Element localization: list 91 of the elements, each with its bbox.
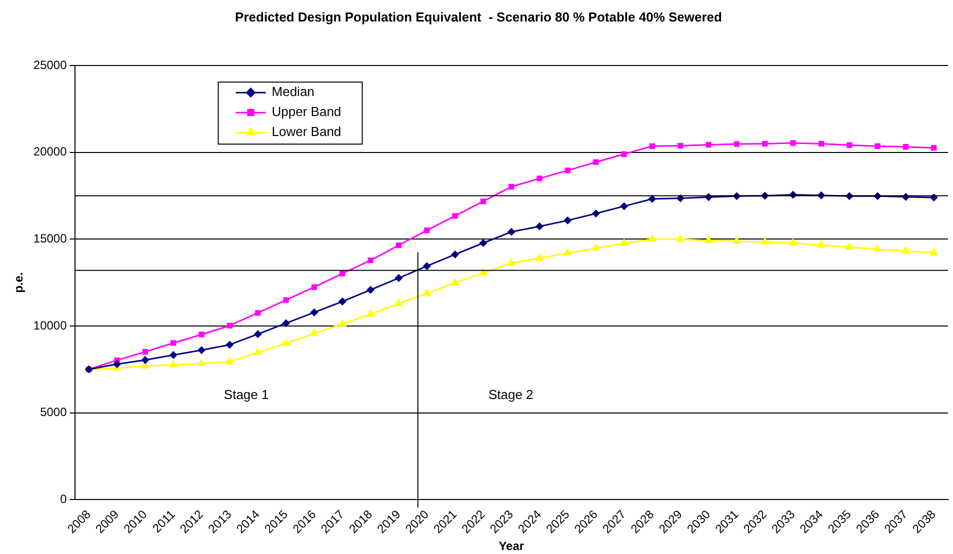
point bbox=[648, 194, 656, 203]
point bbox=[197, 358, 206, 366]
point bbox=[452, 213, 458, 219]
point bbox=[198, 332, 204, 338]
x-axis-title: Year bbox=[498, 539, 524, 554]
point bbox=[340, 270, 346, 276]
point bbox=[366, 286, 375, 294]
point bbox=[255, 310, 261, 316]
legend-label: Lower Band bbox=[272, 124, 342, 140]
point bbox=[282, 319, 290, 328]
point bbox=[873, 244, 882, 252]
point bbox=[169, 360, 178, 368]
point bbox=[930, 248, 938, 256]
point bbox=[366, 309, 375, 317]
point bbox=[593, 159, 599, 165]
point bbox=[592, 243, 600, 251]
point bbox=[563, 248, 572, 256]
point bbox=[931, 145, 937, 151]
y-tick-label: 15000 bbox=[33, 231, 68, 246]
point bbox=[225, 356, 234, 364]
point bbox=[368, 258, 374, 264]
point bbox=[394, 274, 403, 282]
point bbox=[507, 228, 516, 236]
point bbox=[226, 322, 233, 328]
point bbox=[564, 216, 572, 224]
point bbox=[424, 227, 430, 234]
point bbox=[450, 278, 460, 286]
point bbox=[706, 142, 712, 148]
point bbox=[704, 236, 713, 244]
point bbox=[394, 298, 404, 306]
point bbox=[676, 234, 685, 242]
point bbox=[901, 246, 910, 254]
point bbox=[254, 348, 262, 356]
point bbox=[283, 297, 289, 303]
y-tick-label: 5000 bbox=[40, 405, 68, 420]
point bbox=[620, 202, 628, 210]
point bbox=[338, 318, 347, 326]
point bbox=[536, 222, 544, 230]
y-tick-label: 20000 bbox=[33, 144, 68, 159]
point bbox=[396, 242, 402, 248]
point bbox=[760, 236, 770, 244]
y-tick-label: 0 bbox=[60, 492, 68, 506]
point bbox=[902, 144, 909, 150]
point bbox=[451, 250, 460, 258]
legend-label: Upper Band bbox=[272, 104, 342, 120]
point bbox=[254, 330, 262, 338]
point bbox=[846, 142, 852, 148]
point bbox=[226, 340, 234, 349]
annotation: Stage 2 bbox=[488, 386, 534, 402]
point bbox=[564, 168, 571, 174]
point bbox=[480, 198, 486, 204]
point bbox=[282, 338, 290, 346]
point bbox=[311, 284, 318, 290]
point bbox=[620, 238, 628, 246]
point bbox=[732, 236, 742, 244]
point bbox=[507, 258, 516, 266]
point bbox=[788, 238, 798, 246]
point bbox=[310, 308, 318, 316]
point bbox=[818, 140, 824, 147]
point bbox=[169, 350, 178, 359]
point bbox=[845, 242, 854, 250]
point bbox=[310, 328, 319, 336]
point bbox=[422, 288, 432, 296]
point bbox=[536, 176, 542, 182]
point bbox=[678, 142, 684, 149]
point bbox=[762, 140, 768, 147]
annotation: Stage 1 bbox=[224, 386, 269, 402]
point bbox=[422, 262, 431, 270]
point bbox=[874, 143, 880, 149]
point bbox=[621, 151, 627, 157]
point bbox=[198, 346, 206, 354]
point bbox=[478, 268, 488, 276]
point bbox=[734, 141, 740, 147]
point bbox=[142, 349, 148, 355]
point bbox=[479, 238, 488, 247]
y-axis-title: p.e. bbox=[12, 272, 26, 293]
point bbox=[338, 297, 346, 306]
point bbox=[592, 209, 600, 218]
y-tick-label: 25000 bbox=[33, 58, 68, 72]
y-tick-label: 10000 bbox=[33, 318, 68, 332]
point bbox=[141, 356, 150, 364]
chart-title: Predicted Design Population Equivalent - Scenario 80 % Potable 40% Sewered bbox=[235, 9, 722, 24]
point bbox=[535, 253, 544, 261]
point bbox=[816, 240, 826, 248]
legend-label: Median bbox=[272, 84, 314, 100]
point bbox=[113, 360, 122, 368]
point bbox=[649, 143, 656, 149]
point bbox=[170, 340, 176, 346]
point bbox=[790, 140, 796, 146]
point bbox=[648, 234, 657, 242]
point bbox=[508, 184, 514, 190]
